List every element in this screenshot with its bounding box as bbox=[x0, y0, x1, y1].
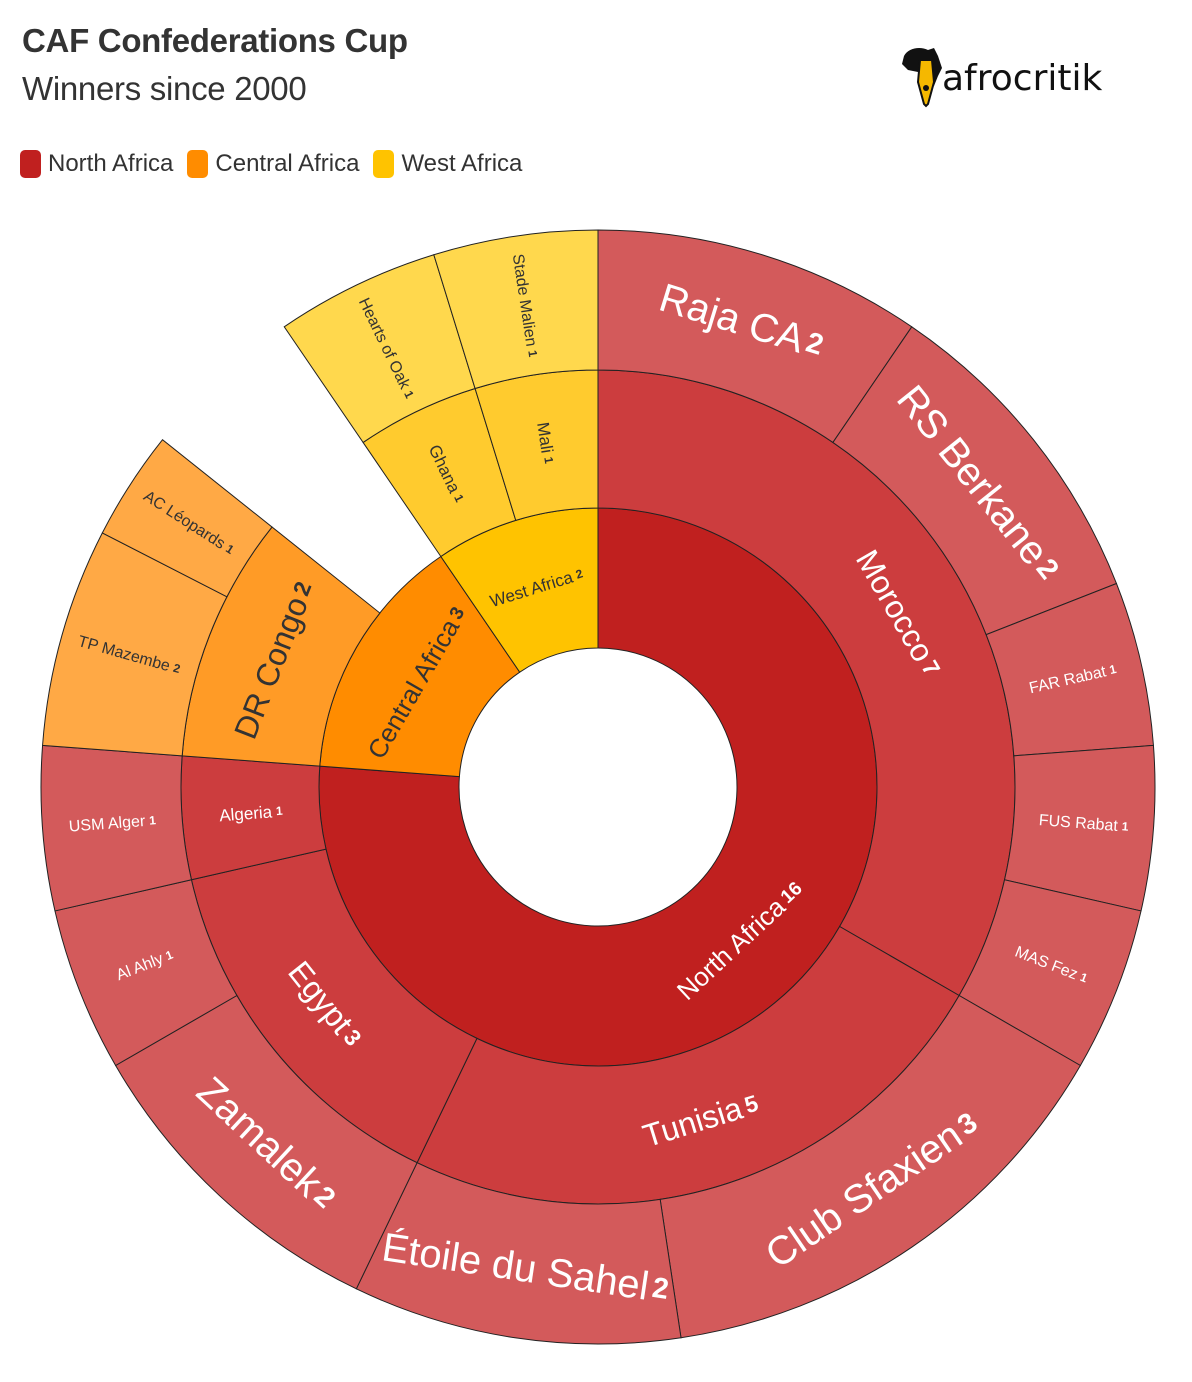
logo-wordmark: afrocritik bbox=[942, 58, 1102, 99]
club-club-sfaxien-segment[interactable] bbox=[659, 994, 1082, 1339]
legend: North Africa Central Africa West Africa bbox=[20, 150, 536, 178]
club-ac-leopards-segment[interactable] bbox=[101, 439, 273, 598]
legend-swatch bbox=[373, 150, 395, 178]
svg-text:Mali1: Mali1 bbox=[534, 421, 559, 466]
club-al-ahly-value: 1 bbox=[164, 947, 176, 963]
chart-subtitle: Winners since 2000 bbox=[22, 70, 307, 107]
club-usm-alger-label: USM Alger 1 bbox=[68, 812, 156, 835]
club-fus-rabat-value: 1 bbox=[1121, 819, 1129, 833]
club-usm-alger-name: USM Alger bbox=[68, 812, 146, 835]
legend-label: West Africa bbox=[401, 150, 523, 177]
club-fus-rabat-label: FUS Rabat 1 bbox=[1038, 812, 1129, 836]
pen-nib-icon bbox=[916, 59, 936, 108]
legend-label: North Africa bbox=[48, 150, 174, 177]
afrocritik-logo: afrocritik bbox=[902, 48, 1102, 108]
legend-swatch bbox=[187, 150, 209, 178]
legend-item-central-africa[interactable]: Central Africa bbox=[187, 150, 359, 178]
club-mas-fez-value: 1 bbox=[1078, 970, 1090, 986]
club-usm-alger-value: 1 bbox=[149, 813, 157, 827]
region-west-africa-value: 2 bbox=[574, 566, 585, 581]
legend-swatch bbox=[20, 150, 41, 178]
country-algeria-value: 1 bbox=[275, 804, 283, 818]
club-fus-rabat-name: FUS Rabat bbox=[1038, 812, 1119, 835]
chart-title: CAF Confederations Cup bbox=[22, 22, 408, 59]
legend-label: Central Africa bbox=[215, 150, 360, 177]
country-mali-name: Mali bbox=[534, 421, 557, 455]
club-far-rabat-value: 1 bbox=[1108, 662, 1118, 677]
svg-text:FUS Rabat1: FUS Rabat 1 bbox=[1038, 812, 1129, 836]
country-mali-value: 1 bbox=[541, 456, 556, 465]
club-stade-malien-segment[interactable] bbox=[433, 229, 599, 390]
country-mali-label: Mali1 bbox=[534, 421, 559, 466]
club-etoile-du-sahel-value: 2 bbox=[650, 1272, 671, 1306]
country-algeria-label: Algeria 1 bbox=[219, 801, 284, 825]
legend-item-west-africa[interactable]: West Africa bbox=[373, 150, 522, 178]
club-tp-mazembe-value: 2 bbox=[172, 661, 183, 676]
country-algeria-name: Algeria bbox=[219, 802, 274, 825]
club-stade-malien-value: 1 bbox=[525, 349, 540, 358]
legend-item-north-africa[interactable]: North Africa bbox=[20, 150, 173, 178]
